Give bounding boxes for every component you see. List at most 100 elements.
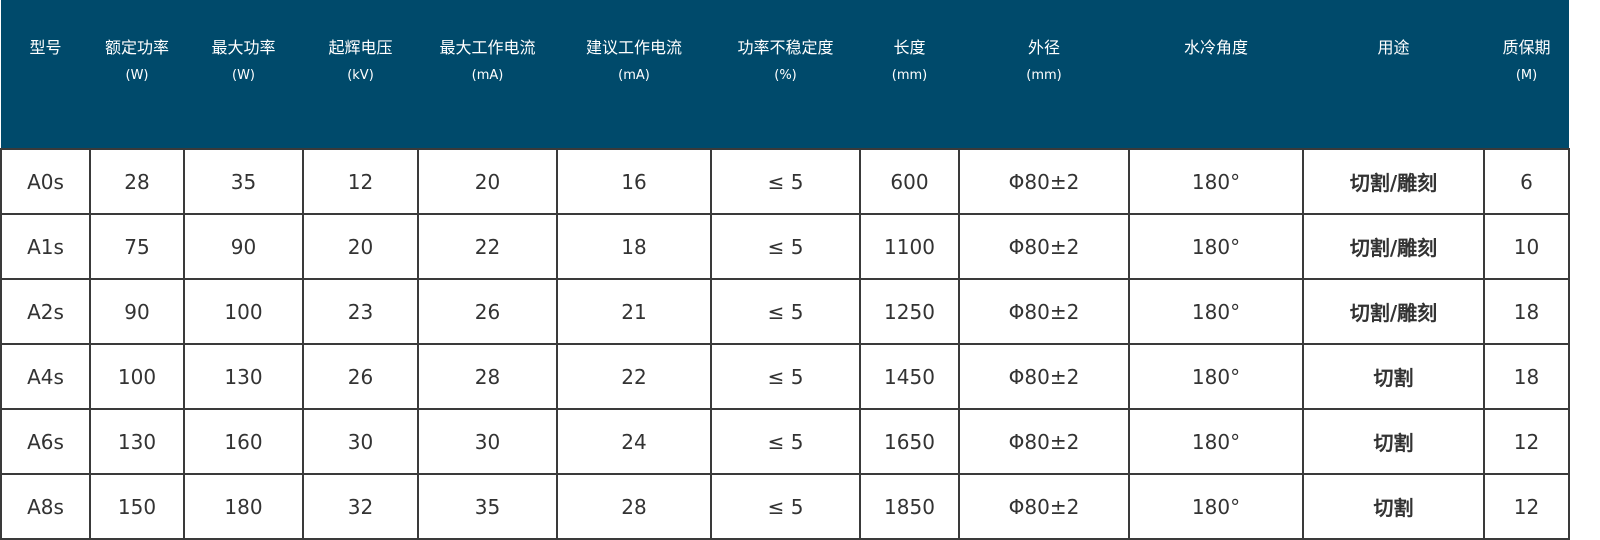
table-cell: 180°: [1128, 473, 1304, 540]
column-header: 最大功率 (W): [184, 0, 303, 149]
table-cell: ≤ 5: [710, 278, 861, 345]
column-unit: (mm): [891, 68, 928, 83]
table-cell: 600: [859, 148, 960, 215]
table-cell: 90: [89, 278, 185, 345]
table-cell: Φ80±2: [958, 213, 1130, 280]
column-header: 额定功率 (W): [90, 0, 184, 149]
table-cell: Φ80±2: [958, 473, 1130, 540]
header-row: 型号 额定功率 (W) 最大功率 (W) 起辉电压 (kV) 最大工作电流 (mA) 建议工作电流…: [1, 0, 1569, 149]
table-cell: 20: [417, 148, 558, 215]
column-label: 建议工作电流: [585, 38, 682, 57]
table-cell: 75: [89, 213, 185, 280]
table-cell: 10: [1483, 213, 1570, 280]
column-label: 外径: [1027, 38, 1060, 57]
column-header: 长度 (mm): [860, 0, 959, 149]
table-cell: 180°: [1128, 278, 1304, 345]
table-cell: 切割/雕刻: [1302, 148, 1485, 215]
table-row: A0s 28 35 12 20 16 ≤ 5 600 Φ80±2 180° 切割/雕刻 6: [0, 148, 1570, 215]
table-cell: 23: [302, 278, 419, 345]
table-cell: 180°: [1128, 408, 1304, 475]
table-cell: 1650: [859, 408, 960, 475]
table-cell: 32: [302, 473, 419, 540]
table-cell: ≤ 5: [710, 343, 861, 410]
table-cell: 28: [417, 343, 558, 410]
table-cell: 16: [556, 148, 712, 215]
table-cell: Φ80±2: [958, 148, 1130, 215]
column-header: 外径 (mm): [959, 0, 1129, 149]
table-cell: A0s: [0, 148, 91, 215]
table-row: A4s 100 130 26 28 22 ≤ 5 1450 Φ80±2 180° 切割 18: [0, 343, 1570, 410]
table-cell: 1850: [859, 473, 960, 540]
table-cell: 28: [556, 473, 712, 540]
table-cell: 6: [1483, 148, 1570, 215]
column-unit: (mA): [618, 68, 650, 83]
table-cell: 26: [417, 278, 558, 345]
column-label: 最大工作电流: [439, 38, 536, 57]
column-header: 建议工作电流 (mA): [557, 0, 711, 149]
column-header: 功率不稳定度 (%): [711, 0, 860, 149]
table-cell: 130: [89, 408, 185, 475]
table-cell: 24: [556, 408, 712, 475]
table-cell: 切割: [1302, 343, 1485, 410]
column-header: 水冷角度: [1129, 0, 1303, 149]
column-label: 用途: [1377, 38, 1410, 57]
table-cell: 12: [302, 148, 419, 215]
column-unit: (mm): [1026, 68, 1062, 83]
table-cell: 35: [417, 473, 558, 540]
table-cell: 1250: [859, 278, 960, 345]
table-cell: 12: [1483, 408, 1570, 475]
table-cell: 100: [183, 278, 304, 345]
table-cell: 35: [183, 148, 304, 215]
table-cell: A2s: [0, 278, 91, 345]
column-label: 质保期: [1502, 38, 1551, 57]
table-cell: 30: [302, 408, 419, 475]
table-cell: A1s: [0, 213, 91, 280]
table-cell: 18: [1483, 343, 1570, 410]
table-cell: 180: [183, 473, 304, 540]
table-cell: 26: [302, 343, 419, 410]
table-cell: 18: [556, 213, 712, 280]
table-cell: A4s: [0, 343, 91, 410]
column-header: 质保期 (M): [1484, 0, 1569, 149]
table-cell: 22: [417, 213, 558, 280]
table-cell: Φ80±2: [958, 278, 1130, 345]
column-unit: (mA): [471, 68, 504, 83]
table-cell: Φ80±2: [958, 343, 1130, 410]
table-cell: 100: [89, 343, 185, 410]
column-header: 型号: [1, 0, 90, 149]
table-cell: 150: [89, 473, 185, 540]
column-unit: (%): [774, 68, 797, 83]
column-label: 最大功率: [211, 38, 276, 57]
column-header: 最大工作电流 (mA): [418, 0, 557, 149]
table-cell: 切割/雕刻: [1302, 213, 1485, 280]
table-row: A6s 130 160 30 30 24 ≤ 5 1650 Φ80±2 180° 切割 12: [0, 408, 1570, 475]
table-cell: A6s: [0, 408, 91, 475]
column-unit: (W): [232, 68, 255, 83]
table-cell: 180°: [1128, 148, 1304, 215]
column-header: 用途: [1303, 0, 1484, 149]
table-cell: 130: [183, 343, 304, 410]
table-cell: 切割: [1302, 473, 1485, 540]
table-cell: ≤ 5: [710, 473, 861, 540]
table-row: A8s 150 180 32 35 28 ≤ 5 1850 Φ80±2 180° 切割 12: [0, 473, 1570, 540]
column-header: 起辉电压 (kV): [303, 0, 418, 149]
column-unit: (M): [1515, 68, 1538, 83]
column-label: 起辉电压: [328, 38, 393, 57]
table-row: A2s 90 100 23 26 21 ≤ 5 1250 Φ80±2 180° 切割/雕刻 18: [0, 278, 1570, 345]
table-cell: 180°: [1128, 213, 1304, 280]
column-label: 长度: [893, 38, 926, 57]
column-label: 额定功率: [104, 38, 169, 57]
table-cell: 28: [89, 148, 185, 215]
table-cell: 切割/雕刻: [1302, 278, 1485, 345]
table-cell: ≤ 5: [710, 148, 861, 215]
table-cell: 21: [556, 278, 712, 345]
table-cell: 160: [183, 408, 304, 475]
table-cell: 切割: [1302, 408, 1485, 475]
table-cell: 1100: [859, 213, 960, 280]
table-row: A1s 75 90 20 22 18 ≤ 5 1100 Φ80±2 180° 切割/雕刻 10: [0, 213, 1570, 280]
table-cell: 22: [556, 343, 712, 410]
table-cell: 1450: [859, 343, 960, 410]
table-cell: ≤ 5: [710, 408, 861, 475]
column-unit: (W): [125, 68, 149, 83]
